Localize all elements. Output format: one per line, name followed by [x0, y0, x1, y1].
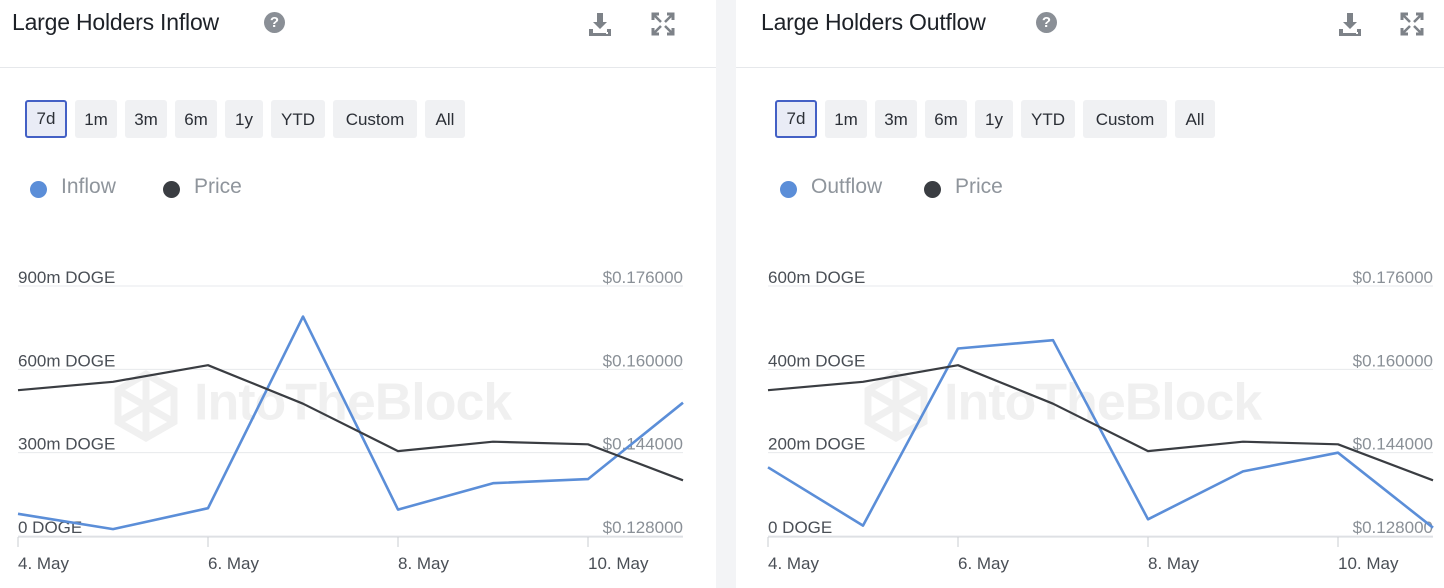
range-button-ytd[interactable]: YTD: [271, 100, 325, 138]
series-line-outflow[interactable]: [767, 338, 1434, 529]
x-tick-label: 10. May: [588, 554, 649, 573]
question-circle-icon[interactable]: ?: [264, 12, 285, 33]
x-tick-label: 10. May: [1338, 554, 1399, 573]
watermark: IntoTheBlock: [110, 370, 512, 442]
series-line-price[interactable]: [767, 364, 1434, 482]
y-right-tick-label: $0.160000: [603, 351, 683, 370]
x-tick-label: 6. May: [208, 554, 260, 573]
y-right-tick-label: $0.144000: [603, 435, 683, 454]
legend-dot: [163, 181, 180, 198]
range-button-1m[interactable]: 1m: [825, 100, 867, 138]
range-button-6m[interactable]: 6m: [175, 100, 217, 138]
outflow-chart: 0 DOGE 200m DOGE 400m DOGE 600m DOGE $0.1280…: [767, 268, 1434, 573]
y-left-tick-label: 600m DOGE: [18, 351, 115, 370]
range-button-custom[interactable]: Custom: [1083, 100, 1167, 138]
range-button-1y[interactable]: 1y: [975, 100, 1013, 138]
expand-icon[interactable]: [649, 10, 677, 38]
range-button-3m[interactable]: 3m: [875, 100, 917, 138]
outflow-panel: Large Holders Outflow ? 7d 1m 3m 6m 1y YTD Cus…: [736, 0, 1444, 588]
watermark: IntoTheBlock: [860, 370, 1262, 442]
y-left-tick-label: 300m DOGE: [18, 435, 115, 454]
series-line-inflow[interactable]: [17, 315, 684, 531]
legend-label: Inflow: [61, 175, 116, 198]
y-right-tick-label: $0.160000: [1353, 351, 1433, 370]
range-button-7d[interactable]: 7d: [25, 100, 67, 138]
legend-label: Price: [955, 175, 1003, 198]
inflow-panel: Large Holders Inflow ? 7d 1m 3m 6m 1y YTD Cust…: [0, 0, 716, 588]
y-left-tick-label: 900m DOGE: [18, 268, 115, 287]
y-left-tick-label: 0 DOGE: [18, 518, 82, 537]
range-button-ytd[interactable]: YTD: [1021, 100, 1075, 138]
y-right-tick-label: $0.144000: [1353, 435, 1433, 454]
y-left-tick-label: 0 DOGE: [768, 518, 832, 537]
range-button-all[interactable]: All: [1175, 100, 1215, 138]
legend-dot: [924, 181, 941, 198]
range-button-7d[interactable]: 7d: [775, 100, 817, 138]
x-tick-label: 6. May: [958, 554, 1010, 573]
expand-icon[interactable]: [1398, 10, 1426, 38]
panel-header: Large Holders Outflow ?: [736, 0, 1444, 68]
legend-label: Outflow: [811, 175, 883, 198]
y-right-tick-label: $0.128000: [1353, 518, 1433, 537]
x-tick-label: 8. May: [1148, 554, 1200, 573]
legend-label: Price: [194, 175, 242, 198]
range-button-custom[interactable]: Custom: [333, 100, 417, 138]
x-tick-label: 4. May: [768, 554, 820, 573]
question-circle-icon[interactable]: ?: [1036, 12, 1057, 33]
range-button-3m[interactable]: 3m: [125, 100, 167, 138]
y-right-tick-label: $0.176000: [603, 268, 683, 287]
x-tick-label: 8. May: [398, 554, 450, 573]
range-button-6m[interactable]: 6m: [925, 100, 967, 138]
range-button-1m[interactable]: 1m: [75, 100, 117, 138]
series-line-price[interactable]: [17, 364, 684, 482]
inflow-chart: 0 DOGE 300m DOGE 600m DOGE 900m DOGE $0.1280…: [17, 268, 684, 573]
range-button-all[interactable]: All: [425, 100, 465, 138]
range-button-1y[interactable]: 1y: [225, 100, 263, 138]
panel-header: Large Holders Inflow ?: [0, 0, 716, 68]
y-left-tick-label: 600m DOGE: [768, 268, 865, 287]
y-right-tick-label: $0.128000: [603, 518, 683, 537]
legend-dot: [30, 181, 47, 198]
y-left-tick-label: 200m DOGE: [768, 435, 865, 454]
download-icon[interactable]: [586, 10, 614, 38]
x-tick-label: 4. May: [18, 554, 70, 573]
y-left-tick-label: 400m DOGE: [768, 351, 865, 370]
download-icon[interactable]: [1336, 10, 1364, 38]
legend-dot: [780, 181, 797, 198]
y-right-tick-label: $0.176000: [1353, 268, 1433, 287]
panel-title: Large Holders Inflow: [12, 9, 219, 35]
panel-title: Large Holders Outflow: [761, 9, 986, 35]
